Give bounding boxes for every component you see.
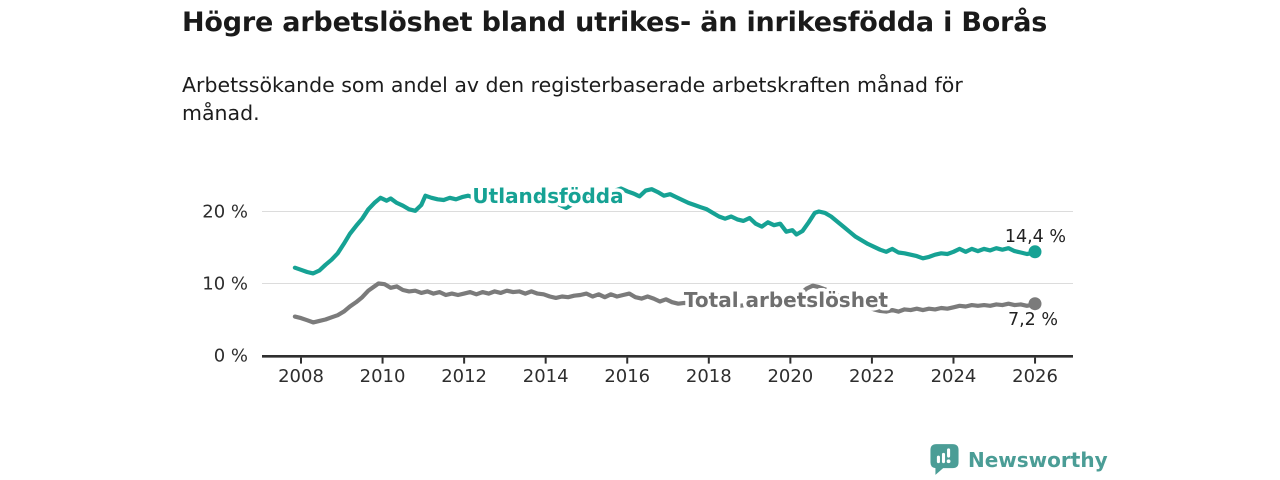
newsworthy-brand-link[interactable]: Newsworthy <box>930 443 1108 476</box>
y-tick-label: 20 % <box>202 202 248 223</box>
series-end-dot-total-arbetsloshet <box>1028 297 1042 311</box>
series-lines <box>292 186 1042 325</box>
chart-subtitle: Arbetssökande som andel av den registerb… <box>182 73 963 125</box>
x-tick-label: 2024 <box>931 366 977 387</box>
series-label-utlandsfodda: Utlandsfödda <box>472 184 623 208</box>
y-tick-label: 10 % <box>202 274 248 295</box>
gridlines <box>262 211 1073 284</box>
newsworthy-logo-icon <box>930 444 959 475</box>
x-tick-label: 2012 <box>441 366 487 387</box>
series-line-utlandsfodda <box>292 186 1038 276</box>
end-value-label-utlandsfodda: 14,4 % <box>1005 227 1066 247</box>
x-tick-label: 2016 <box>604 366 650 387</box>
newsworthy-brand-text: Newsworthy <box>968 447 1108 472</box>
x-tick-label: 2022 <box>849 366 895 387</box>
series-line-total-arbetsloshet <box>292 281 1038 325</box>
series-end-dot-utlandsfodda <box>1028 245 1042 259</box>
x-tick-label: 2010 <box>360 366 406 387</box>
x-tick-label: 2018 <box>686 366 732 387</box>
end-value-label-total-arbetsloshet: 7,2 % <box>1008 310 1058 330</box>
x-tick-label: 2008 <box>278 366 324 387</box>
x-tick-label: 2014 <box>523 366 569 387</box>
series-label-total-arbetsloshet: Total arbetslöshet <box>684 288 889 312</box>
y-tick-label: 0 % <box>214 346 248 367</box>
x-tick-label: 2020 <box>767 366 813 387</box>
chart-title: Högre arbetslöshet bland utrikes- än inr… <box>182 7 1048 38</box>
x-tick-label: 2026 <box>1012 366 1058 387</box>
axes: 0 % 10 % 20 % 2008 2010 2012 2014 2016 2018 2020 2… <box>202 202 1073 387</box>
